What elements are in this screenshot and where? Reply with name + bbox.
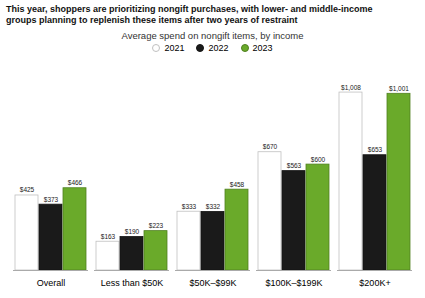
svg-text:$100K–$199K: $100K–$199K xyxy=(265,277,322,287)
svg-text:$50K–$99K: $50K–$99K xyxy=(189,277,236,287)
svg-text:$223: $223 xyxy=(149,222,164,229)
html-text:Average spend on nongift items: Average spend on nongift items, by incom… xyxy=(121,29,304,41)
svg-text:$458: $458 xyxy=(230,180,245,187)
svg-text:$425: $425 xyxy=(20,186,35,193)
svg-text:$653: $653 xyxy=(368,146,383,153)
svg-text:$466: $466 xyxy=(68,179,83,186)
html-text:2021: 2021 xyxy=(164,42,185,53)
svg-text:$563: $563 xyxy=(287,162,302,169)
html-text:2023: 2023 xyxy=(252,42,273,53)
svg-text:$1,008: $1,008 xyxy=(341,83,361,90)
html-text:This year, shoppers are priori: This year, shoppers are prioritizing non… xyxy=(6,4,373,25)
html-text:2022: 2022 xyxy=(208,42,229,53)
svg-text:$332: $332 xyxy=(206,202,221,209)
svg-text:$163: $163 xyxy=(101,232,116,239)
svg-text:$200K+: $200K+ xyxy=(359,277,390,287)
svg-text:Less than $50K: Less than $50K xyxy=(101,277,164,287)
svg-text:$373: $373 xyxy=(44,195,59,202)
svg-text:Overall: Overall xyxy=(37,277,66,287)
svg-text:$333: $333 xyxy=(182,202,197,209)
svg-text:$1,001: $1,001 xyxy=(389,84,409,91)
svg-text:$190: $190 xyxy=(125,228,140,235)
svg-text:$600: $600 xyxy=(311,155,326,162)
svg-text:$670: $670 xyxy=(263,143,278,150)
